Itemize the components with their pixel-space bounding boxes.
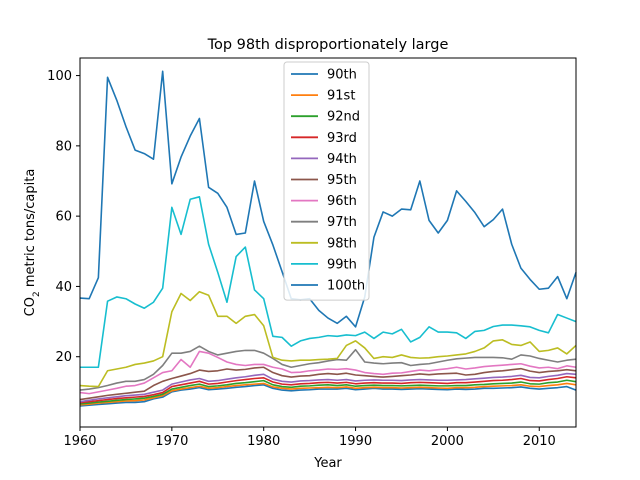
legend-entry-99th: 99th [327,257,357,272]
x-tick-label: 2000 [431,434,464,449]
legend: 90th 91st 92nd 93rd 94th 95th 96th 97th 98th 99th… [283,61,370,301]
y-axis-label-rest: metric tons/capita [23,169,38,292]
series-line-92nd [79,379,577,405]
y-tick-label: 80 [55,139,72,154]
series-line-94th [79,372,577,403]
series-line-91st [79,382,577,406]
chart-title: Top 98th disproportionately large [207,37,449,53]
y-tick-label: 20 [55,350,72,365]
series-lines [79,70,577,407]
legend-entry-91st: 91st [327,89,355,104]
series-line-97th [79,345,577,391]
x-tick-label: 1960 [63,434,96,449]
y-axis-label-subscript: 2 [32,291,42,297]
legend-entry-94th: 94th [327,152,357,167]
legend-entry-90th: 90th [327,68,357,83]
legend-entry-95th: 95th [327,173,357,188]
legend-entry-97th: 97th [327,215,357,230]
y-tick-label: 60 [55,210,72,225]
y-tick-label: 100 [47,69,72,84]
series-line-95th [79,366,577,401]
x-axis-label: Year [313,456,342,471]
series-line-99th [80,196,577,369]
y-axis-label: CO2 metric tons/capita [23,169,42,317]
x-tick-label: 1970 [155,434,188,449]
legend-entry-98th: 98th [327,236,357,251]
x-tick-label: 1990 [339,434,372,449]
series-line-96th [79,350,577,395]
axis-ticks: 1960 1970 1980 1990 2000 2010 20 40 60 80 100 [47,69,556,449]
legend-box [283,61,370,301]
legend-entry-93rd: 93rd [327,131,357,146]
legend-entry-100th: 100th [327,279,365,294]
y-tick-label: 40 [55,280,72,295]
series-line-98th [79,290,577,388]
x-tick-label: 2010 [523,434,556,449]
x-tick-label: 1980 [247,434,280,449]
legend-entry-92nd: 92nd [327,110,360,125]
legend-entry-96th: 96th [327,194,357,209]
plot-frame [79,57,577,428]
series-line-100th [79,70,577,328]
series-line-93rd [79,375,577,404]
y-axis-label-main: CO [23,297,38,316]
series-line-90th [79,384,577,407]
